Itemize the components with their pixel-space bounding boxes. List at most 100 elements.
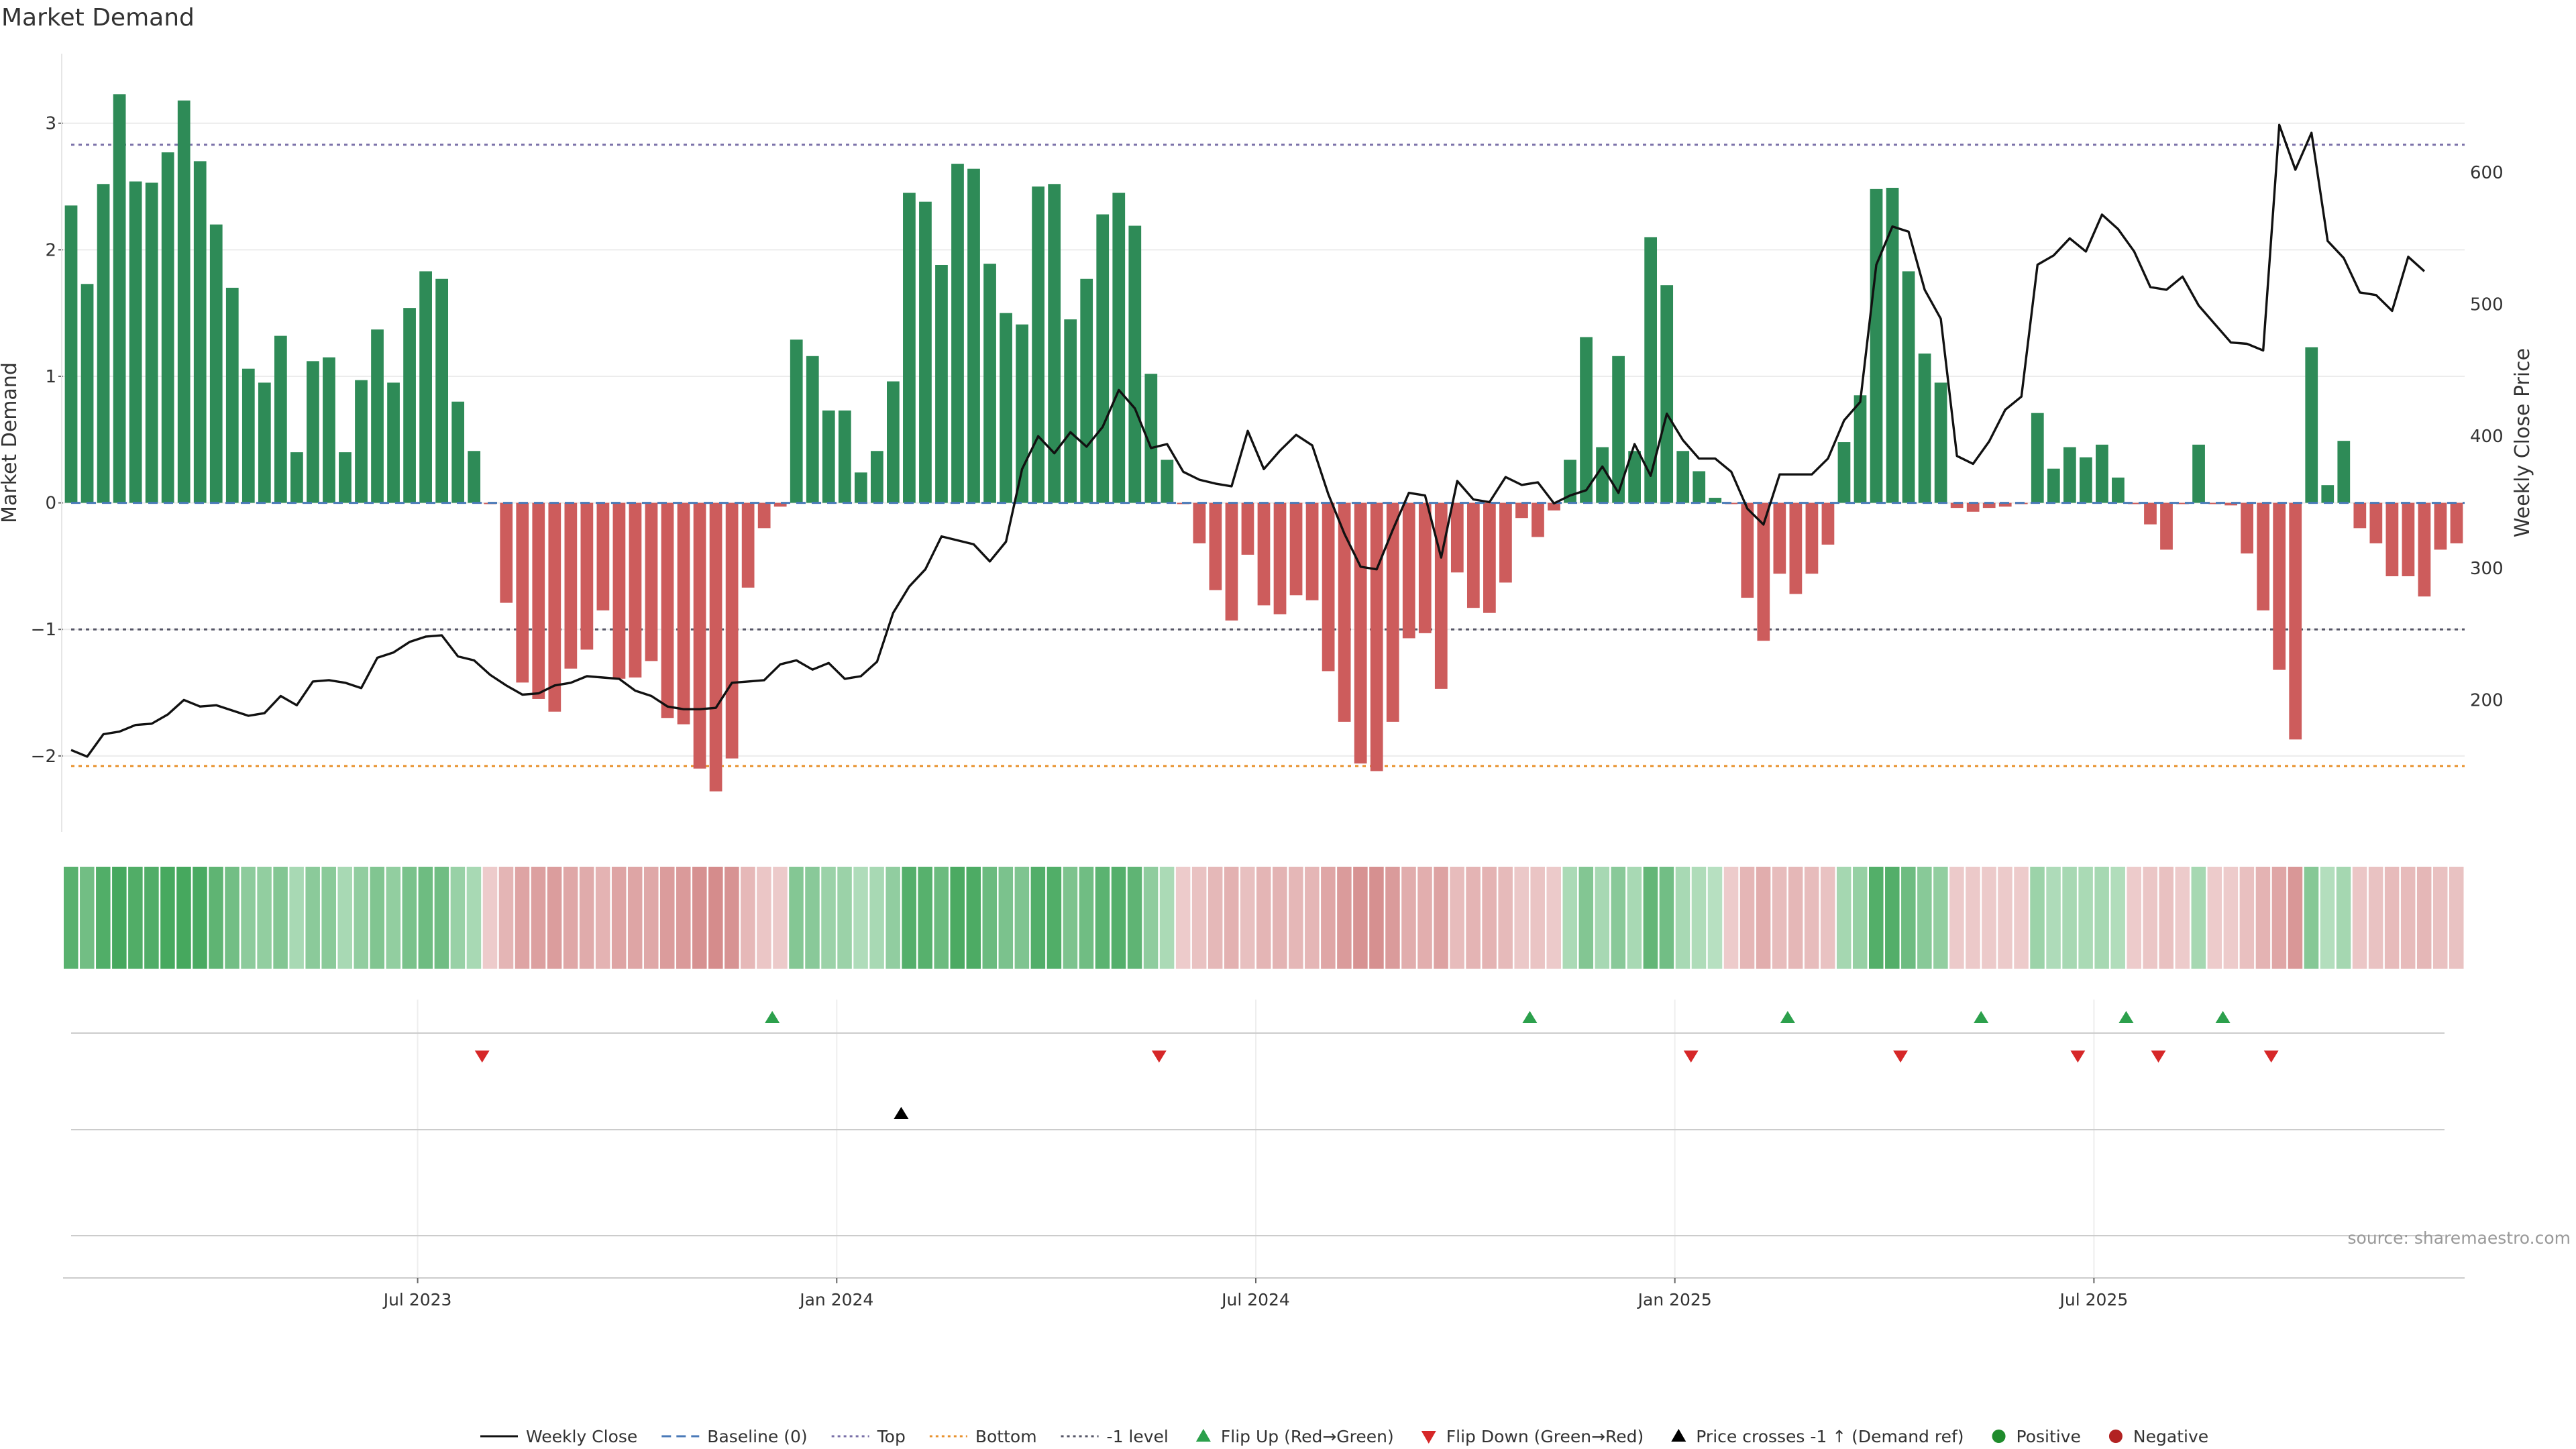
demand-bar: [903, 193, 916, 503]
chart-title: Market Demand: [1, 4, 195, 32]
heat-cell: [193, 867, 207, 969]
heat-cell: [1869, 867, 1884, 969]
demand-bar: [1000, 313, 1012, 503]
heat-cell: [1450, 867, 1464, 969]
demand-bar: [97, 184, 110, 503]
heat-cell: [1417, 867, 1432, 969]
heat-cell: [225, 867, 239, 969]
demand-bar: [1305, 502, 1319, 600]
flip-down-marker: [474, 1051, 490, 1063]
demand-bar: [1322, 502, 1335, 672]
heat-cell: [1482, 867, 1497, 969]
demand-bar: [1402, 502, 1415, 639]
demand-bar: [2112, 477, 2125, 503]
demand-bar: [2353, 502, 2367, 529]
heat-cell: [498, 867, 514, 969]
y-axis-title: Market Demand: [0, 362, 21, 523]
heat-cell: [337, 867, 352, 969]
heat-cell: [2255, 867, 2271, 969]
demand-bar: [645, 502, 658, 661]
heat-cell: [1046, 867, 1062, 969]
heat-cell: [789, 867, 804, 969]
heat-cell: [563, 867, 578, 969]
heat-cell: [1949, 867, 1964, 969]
heat-cell: [482, 867, 498, 969]
heat-cell: [741, 867, 755, 969]
heat-cell: [466, 867, 482, 969]
demand-bar: [1998, 502, 2012, 507]
event-markers-panel: [71, 1000, 2445, 1278]
legend-item-negative: Negative: [2108, 1427, 2208, 1446]
demand-bar: [1128, 225, 1142, 503]
heat-cell: [2336, 867, 2351, 969]
heat-cell: [370, 867, 385, 969]
demand-bar: [1870, 189, 1883, 503]
heat-cell: [257, 867, 272, 969]
heat-cell: [112, 867, 127, 969]
heat-cell: [2432, 867, 2448, 969]
demand-bar: [1693, 471, 1706, 503]
heat-cell: [1240, 867, 1255, 969]
demand-bar: [1193, 502, 1206, 543]
heat-cell: [2014, 867, 2029, 969]
heat-cell: [1369, 867, 1384, 969]
heat-cell: [1546, 867, 1561, 969]
main-plot-area: −2 −1 0 1 2 3 200 300 400 500 600 Market Demand Week…: [0, 54, 2534, 832]
heat-cell: [515, 867, 530, 969]
legend-item-baseline: Baseline (0): [661, 1427, 808, 1446]
heat-cell: [1772, 867, 1787, 969]
heat-cell: [1385, 867, 1400, 969]
demand-bar: [1499, 502, 1512, 583]
demand-bar: [1354, 502, 1367, 764]
demand-bar: [1466, 502, 1480, 608]
demand-bar: [1821, 502, 1835, 545]
heat-cell: [853, 867, 868, 969]
demand-bar: [1709, 498, 1722, 503]
heat-cell: [1063, 867, 1078, 969]
heat-cell: [1885, 867, 1900, 969]
demand-bar: [403, 308, 416, 503]
demand-bar: [1386, 502, 1399, 722]
demand-bar: [468, 451, 481, 503]
demand-bar: [693, 502, 706, 769]
heat-cell: [918, 867, 932, 969]
x-tick-label: Jul 2025: [2059, 1290, 2129, 1309]
demand-bar: [500, 502, 513, 603]
demand-bar: [193, 161, 207, 503]
heat-cell: [96, 867, 111, 969]
demand-bar: [1338, 502, 1351, 722]
heat-cell: [2175, 867, 2190, 969]
demand-bar: [1773, 502, 1786, 574]
demand-bar: [1225, 502, 1238, 621]
demand-bar: [2321, 485, 2334, 503]
flip-up-marker: [1522, 1011, 1538, 1023]
heat-cell: [2030, 867, 2045, 969]
heat-cell: [160, 867, 175, 969]
heat-cell: [611, 867, 627, 969]
heat-cell: [998, 867, 1014, 969]
minus-one-legend-label: -1 level: [1107, 1427, 1169, 1446]
heat-cell: [1643, 867, 1658, 969]
source-credit: source: sharemaestro.com: [2348, 1228, 2571, 1248]
negative-legend-label: Negative: [2133, 1427, 2208, 1446]
demand-bar: [64, 205, 78, 503]
demand-bar: [1209, 502, 1222, 590]
heat-cell: [450, 867, 466, 969]
heat-cell: [2223, 867, 2239, 969]
demand-bar: [773, 502, 787, 507]
flip-up-marker: [765, 1011, 780, 1023]
demand-bar: [1934, 382, 1947, 503]
demand-bar: [983, 264, 996, 503]
heat-cell: [1498, 867, 1513, 969]
demand-bar: [2192, 444, 2205, 503]
demand-bar: [1032, 186, 1044, 503]
heat-cell: [418, 867, 433, 969]
heat-cell: [2320, 867, 2335, 969]
demand-bar: [2031, 413, 2044, 503]
demand-bar: [355, 380, 368, 503]
demand-bar: [935, 264, 948, 503]
heat-cell: [579, 867, 594, 969]
demand-bar: [2144, 502, 2157, 525]
heat-cell: [1273, 867, 1287, 969]
heat-cell: [1788, 867, 1803, 969]
